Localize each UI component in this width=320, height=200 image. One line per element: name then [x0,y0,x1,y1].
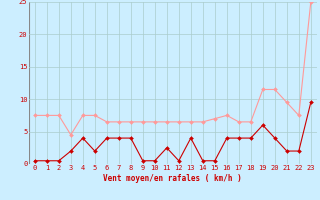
X-axis label: Vent moyen/en rafales ( km/h ): Vent moyen/en rafales ( km/h ) [103,174,242,183]
